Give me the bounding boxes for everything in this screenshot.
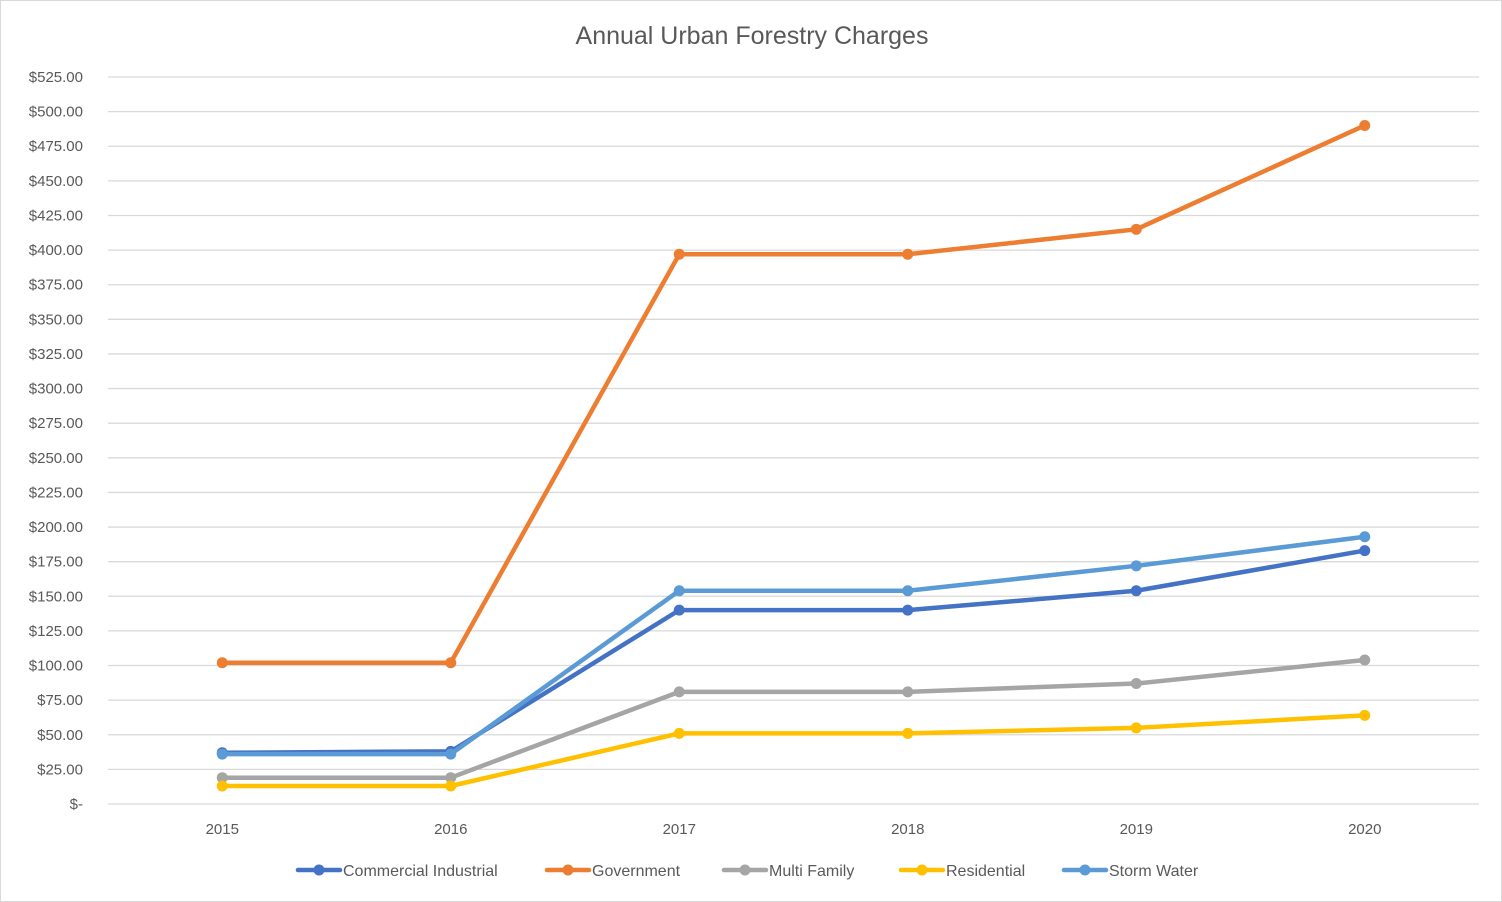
y-tick-label: $250.00	[29, 450, 83, 467]
y-tick-label: $400.00	[29, 242, 83, 259]
legend-entry: Storm Water	[1061, 863, 1199, 880]
y-tick-label: $500.00	[29, 104, 83, 121]
gridlines	[108, 76, 1479, 805]
x-tick-label: 2020	[1348, 821, 1381, 838]
x-tick-label: 2019	[1120, 821, 1153, 838]
data-point	[673, 686, 685, 698]
data-point	[673, 604, 685, 616]
series-line	[220, 657, 1367, 780]
data-point	[1359, 119, 1371, 131]
data-point	[1359, 545, 1371, 557]
x-tick-label: 2015	[206, 821, 239, 838]
data-point	[902, 248, 914, 260]
data-point	[1359, 654, 1371, 666]
series-line	[220, 534, 1367, 757]
y-tick-label: $275.00	[29, 415, 83, 432]
y-tick-label: $300.00	[29, 381, 83, 398]
legend-label: Commercial Industrial	[343, 863, 498, 880]
y-tick-label: $375.00	[29, 277, 83, 294]
data-point	[1359, 531, 1371, 543]
data-point	[902, 686, 914, 698]
series-line	[220, 713, 1367, 789]
data-point	[216, 657, 228, 669]
x-tick-label: 2016	[434, 821, 467, 838]
y-tick-label: $450.00	[29, 173, 83, 190]
series-residential	[216, 709, 1371, 792]
legend-marker	[916, 864, 928, 876]
y-tick-label: $25.00	[37, 761, 83, 778]
y-tick-label: $325.00	[29, 346, 83, 363]
data-point	[445, 748, 457, 760]
y-tick-label: $125.00	[29, 623, 83, 640]
legend-label: Storm Water	[1109, 863, 1199, 880]
y-tick-label: $75.00	[37, 692, 83, 709]
series-line	[220, 548, 1367, 756]
data-point	[445, 772, 457, 784]
data-point	[673, 248, 685, 260]
data-point	[1130, 585, 1142, 597]
data-point	[216, 748, 228, 760]
legend-marker	[562, 864, 574, 876]
data-point	[1130, 560, 1142, 572]
data-point	[216, 780, 228, 792]
legend-label: Residential	[946, 863, 1025, 880]
data-point	[1130, 223, 1142, 235]
y-tick-label: $225.00	[29, 484, 83, 501]
series-lines	[216, 119, 1371, 792]
legend: Commercial Industrial Government Multi Fam…	[295, 863, 1199, 880]
data-point	[445, 780, 457, 792]
data-point	[1130, 678, 1142, 690]
series-government	[216, 119, 1371, 669]
legend-marker	[1079, 864, 1091, 876]
y-tick-label: $-	[70, 796, 83, 813]
legend-label: Multi Family	[769, 863, 854, 880]
data-point	[1130, 722, 1142, 734]
data-point	[1359, 709, 1371, 721]
y-tick-label: $175.00	[29, 554, 83, 571]
x-tick-label: 2017	[663, 821, 696, 838]
y-tick-label: $200.00	[29, 519, 83, 536]
legend-marker	[313, 864, 325, 876]
y-axis: $- $25.00 $50.00 $75.00 $100.00 $125.00 $150.0…	[29, 69, 83, 813]
y-tick-label: $475.00	[29, 138, 83, 155]
legend-entry: Multi Family	[721, 863, 854, 880]
y-tick-label: $525.00	[29, 69, 83, 86]
y-tick-label: $425.00	[29, 207, 83, 224]
legend-entry: Commercial Industrial	[295, 863, 498, 880]
data-point	[673, 585, 685, 597]
legend-label: Government	[592, 863, 681, 880]
data-point	[673, 727, 685, 739]
x-tick-label: 2018	[891, 821, 924, 838]
data-point	[902, 727, 914, 739]
y-tick-label: $100.00	[29, 658, 83, 675]
chart-title: Annual Urban Forestry Charges	[576, 22, 929, 50]
legend-entry: Residential	[898, 863, 1025, 880]
y-tick-label: $150.00	[29, 588, 83, 605]
y-tick-label: $50.00	[37, 727, 83, 744]
legend-entry: Government	[544, 863, 681, 880]
data-point	[902, 604, 914, 616]
data-point	[445, 657, 457, 669]
series-multi-family	[216, 654, 1371, 784]
series-storm-water	[216, 531, 1371, 760]
data-point	[216, 772, 228, 784]
legend-marker	[739, 864, 751, 876]
x-axis: 2015 2016 2017 2018 2019 2020	[206, 821, 1382, 838]
data-point	[902, 585, 914, 597]
y-tick-label: $350.00	[29, 311, 83, 328]
series-line	[220, 123, 1367, 666]
